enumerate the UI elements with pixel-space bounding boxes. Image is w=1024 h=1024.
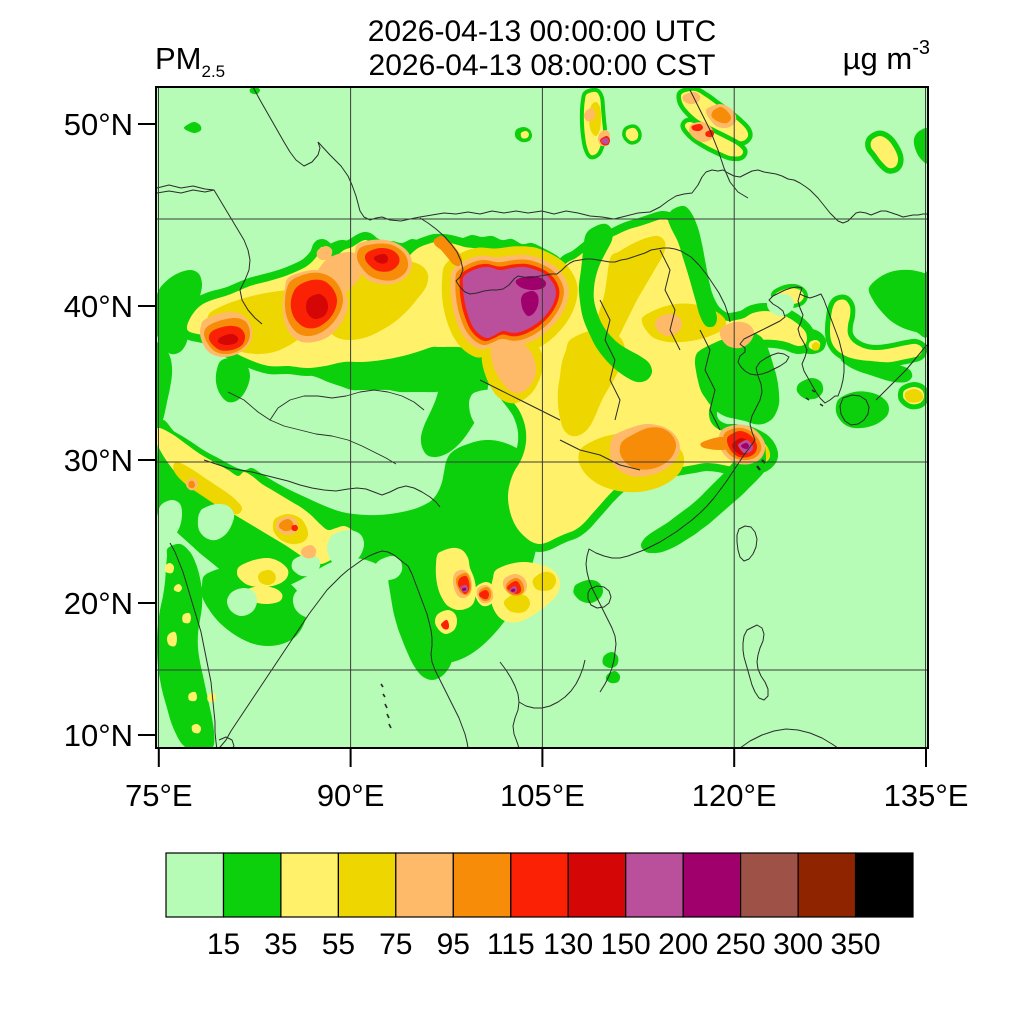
svg-text:250: 250 [716,928,766,961]
svg-text:55: 55 [322,928,355,961]
svg-text:200: 200 [658,928,708,961]
svg-text:75°E: 75°E [125,778,193,813]
svg-text:350: 350 [830,928,880,961]
svg-text:150: 150 [601,928,651,961]
svg-text:15: 15 [207,928,240,961]
svg-text:2026-04-13 00:00:00 UTC: 2026-04-13 00:00:00 UTC [368,15,717,48]
svg-text:10°N: 10°N [64,718,133,753]
svg-text:120°E: 120°E [692,778,777,813]
svg-text:300: 300 [773,928,823,961]
svg-text:130: 130 [543,928,593,961]
svg-text:50°N: 50°N [64,107,133,142]
svg-text:40°N: 40°N [64,289,133,324]
svg-text:135°E: 135°E [884,778,969,813]
svg-text:95: 95 [437,928,470,961]
svg-text:115: 115 [487,928,535,961]
svg-text:2026-04-13 08:00:00 CST: 2026-04-13 08:00:00 CST [369,49,716,82]
svg-text:20°N: 20°N [64,586,133,621]
svg-text:35: 35 [264,928,297,961]
svg-text:30°N: 30°N [64,443,133,478]
svg-text:75: 75 [379,928,412,961]
svg-text:105°E: 105°E [500,778,585,813]
svg-text:90°E: 90°E [317,778,385,813]
